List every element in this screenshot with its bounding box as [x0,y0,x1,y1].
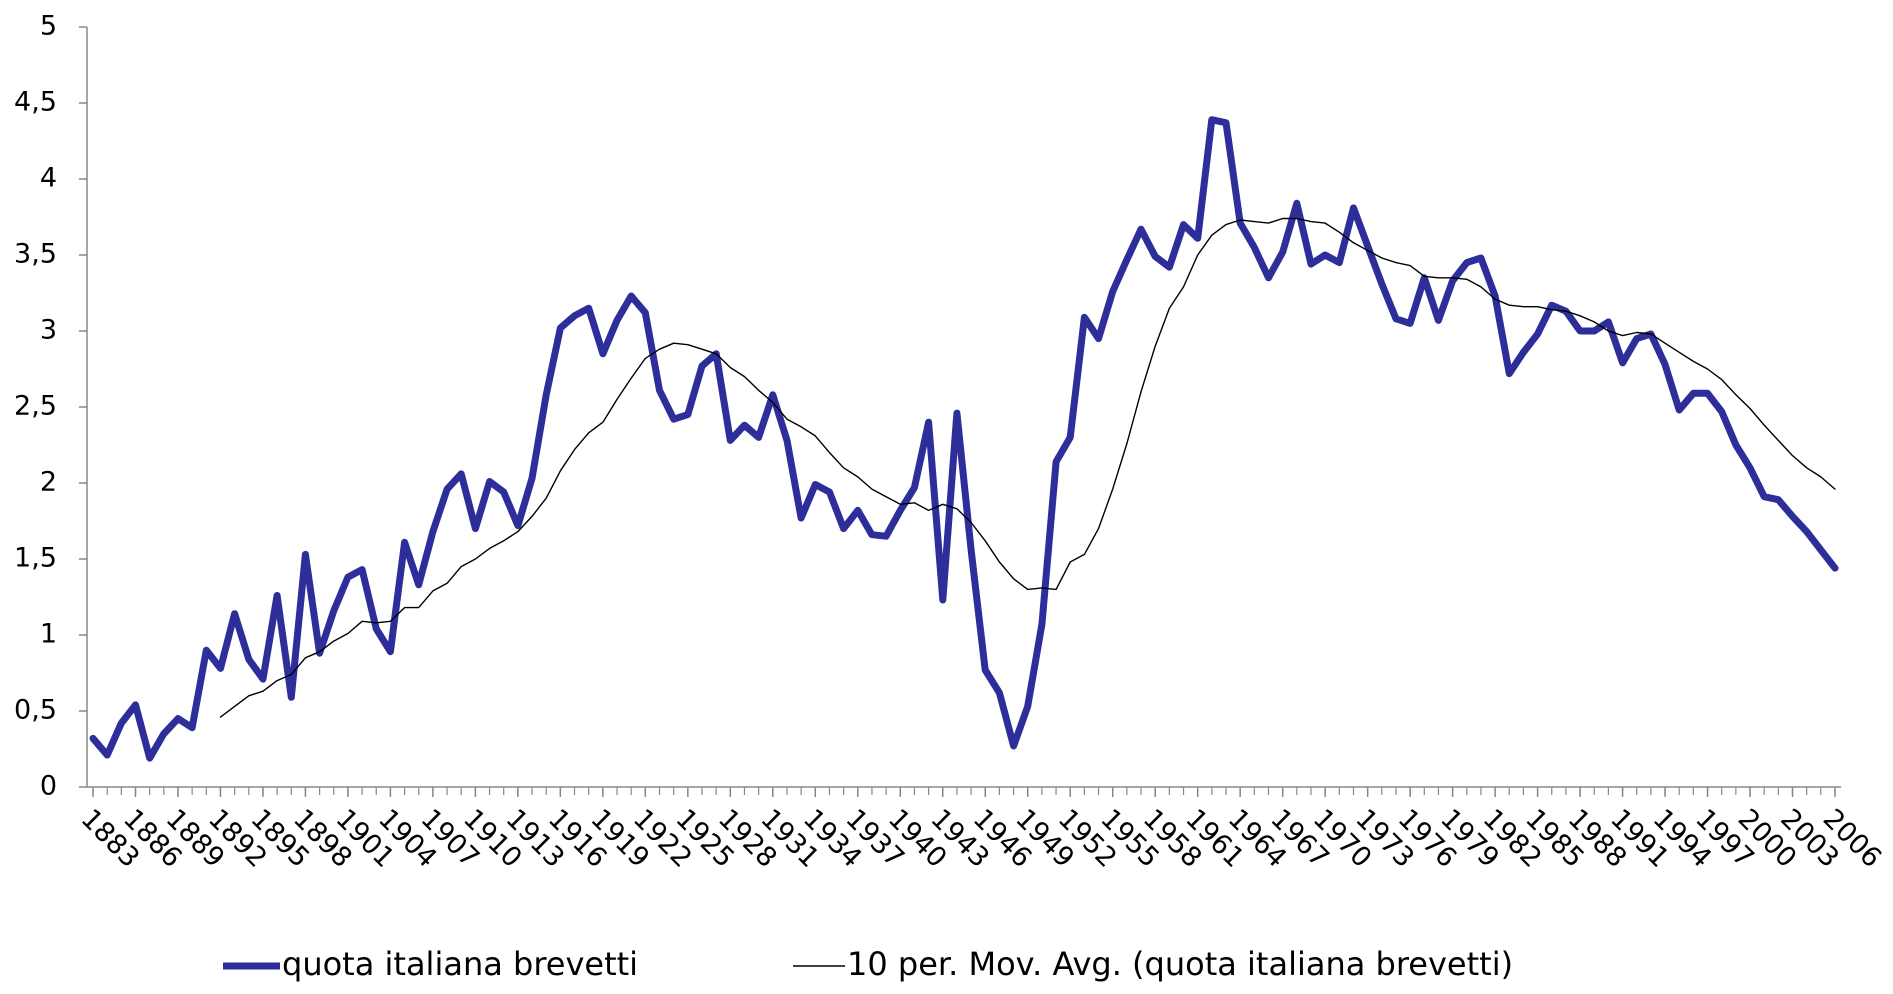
y-tick-label: 2,5 [14,391,57,422]
y-tick-label: 1 [40,619,57,650]
legend-label: quota italiana brevetti [282,945,638,983]
y-tick-label: 0,5 [14,695,57,726]
y-tick-label: 3,5 [14,239,57,270]
y-tick-label: 2 [40,467,57,498]
y-tick-label: 4,5 [14,87,57,118]
y-tick-label: 5 [40,11,57,42]
y-tick-label: 3 [40,315,57,346]
y-tick-label: 4 [40,163,57,194]
legend-label: 10 per. Mov. Avg. (quota italiana brevet… [847,945,1513,983]
series-line [219,217,1836,718]
series-line [89,116,1839,762]
y-tick-label: 0 [40,771,57,802]
y-tick-label: 1,5 [14,543,57,574]
